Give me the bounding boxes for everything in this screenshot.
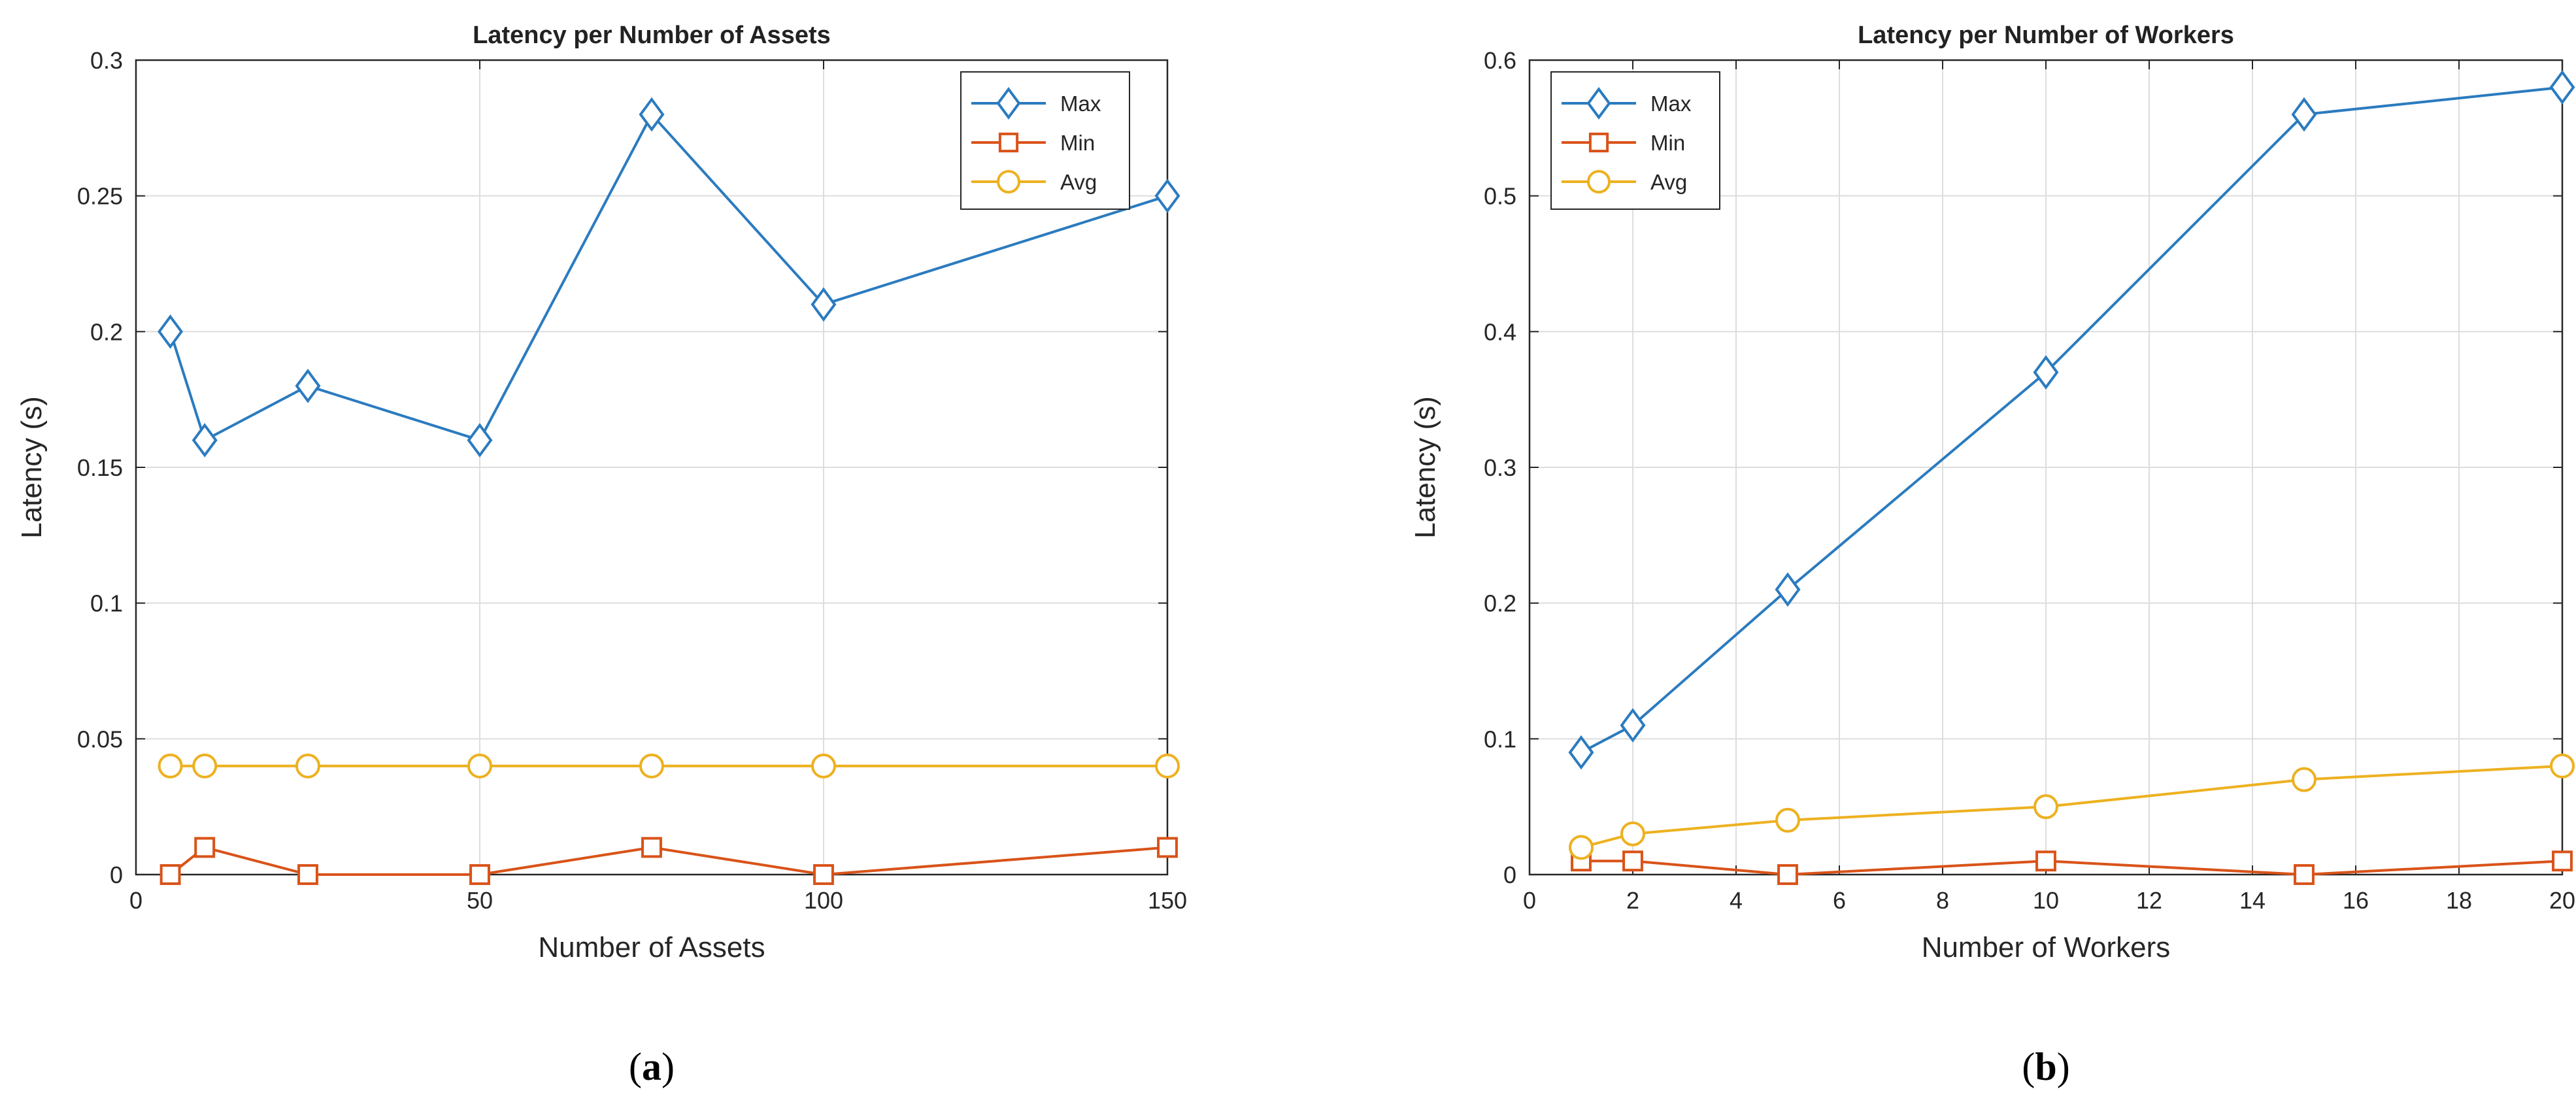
panel-caption: (a) [629,1045,675,1088]
y-tick-label: 0.15 [77,454,123,481]
data-point-avg [2292,767,2317,792]
data-point-min [2552,850,2573,872]
legend-marker-min [998,132,1019,153]
data-point-min [194,837,216,858]
data-point-avg [2550,753,2575,778]
x-tick-label: 20 [2549,887,2575,914]
data-point-avg [1775,807,1800,833]
data-point-max [639,97,665,132]
y-tick-label: 0.1 [90,590,123,617]
legend-marker-max [996,87,1021,120]
data-point-avg [2033,794,2058,820]
data-point-max [2549,70,2575,105]
legend-label-max: Max [1650,92,1692,116]
x-tick-label: 14 [2239,887,2266,914]
data-point-avg [158,753,183,778]
legend-marker-avg [997,170,1020,193]
legend-label-min: Min [1060,131,1095,155]
data-point-min [813,864,834,885]
panel-caption-letter: a [642,1045,661,1088]
panel-caption-letter: b [2035,1045,2056,1088]
x-tick-label: 12 [2136,887,2162,914]
data-point-min [297,864,318,885]
data-point-avg [192,753,218,778]
legend-label-max: Max [1060,92,1101,116]
legend-marker-max [1586,87,1611,120]
y-tick-label: 0.6 [1484,47,1516,74]
data-point-max [2033,355,2059,390]
y-tick-label: 0.3 [90,47,123,74]
x-tick-label: 18 [2446,887,2472,914]
data-point-min [2035,850,2056,872]
data-point-avg [639,753,664,778]
legend-label-min: Min [1650,131,1685,155]
data-point-min [2294,864,2315,885]
data-point-avg [1155,753,1180,778]
y-tick-label: 0 [1503,861,1516,888]
chart-panel-assets: 0 50 100 150 0 0.05 0.1 0.15 0.2 0.25 0.3 Latency p… [16,22,1187,1088]
x-tick-label: 100 [804,887,843,914]
y-tick-label: 0.4 [1484,318,1516,345]
data-point-max [2291,97,2317,132]
data-point-min [641,837,662,858]
x-tick-label: 10 [2033,887,2059,914]
data-point-max [158,314,184,349]
data-point-min [159,864,181,885]
data-point-avg [811,753,836,778]
panel-caption: (b) [2022,1045,2069,1088]
legend: Max Min Avg [960,71,1130,210]
data-point-max [1154,178,1180,213]
data-point-max [1620,708,1646,743]
x-tick-label: 16 [2343,887,2369,914]
x-tick-label: 2 [1626,887,1639,914]
data-point-avg [467,753,492,778]
data-point-max [295,369,321,403]
legend-box [1550,71,1720,210]
x-tick-label: 0 [129,887,142,914]
chart-panel-workers: 0 2 4 6 8 10 12 14 16 18 20 0 0.1 0.2 0.3 0.4 0.5 0.6 Late… [1409,22,2575,1088]
y-tick-label: 0 [110,861,123,888]
data-point-max [1568,735,1594,770]
x-tick-label: 4 [1730,887,1743,914]
data-point-min [1777,864,1798,885]
x-tick-label: 0 [1523,887,1536,914]
x-tick-label: 6 [1833,887,1846,914]
data-point-avg [1569,835,1594,860]
x-tick-label: 150 [1148,887,1187,914]
data-point-max [1775,572,1801,607]
y-tick-label: 0.2 [1484,590,1516,617]
y-tick-label: 0.2 [90,318,123,345]
data-point-min [1622,850,1643,872]
x-tick-label: 8 [1936,887,1949,914]
y-tick-label: 0.3 [1484,454,1516,481]
legend-label-avg: Avg [1650,170,1687,194]
y-tick-label: 0.5 [1484,183,1516,210]
data-point-max [467,423,493,458]
legend: Max Min Avg [1550,71,1720,210]
x-tick-label: 50 [467,887,493,914]
y-axis-label: Latency (s) [16,396,48,539]
y-tick-label: 0.05 [77,726,123,752]
data-point-avg [295,753,320,778]
legend-marker-min [1588,132,1609,153]
legend-marker-avg [1587,170,1611,193]
data-point-max [192,423,218,458]
chart-title: Latency per Number of Assets [473,22,831,49]
y-tick-label: 0.1 [1484,726,1516,752]
legend-box [960,71,1130,210]
x-axis-label: Number of Assets [538,931,765,963]
legend-label-avg: Avg [1060,170,1097,194]
y-axis-label: Latency (s) [1409,396,1441,539]
data-point-min [469,864,490,885]
chart-title: Latency per Number of Workers [1858,22,2234,49]
y-tick-label: 0.25 [77,183,123,210]
data-point-max [811,287,837,322]
x-axis-label: Number of Workers [1922,931,2171,963]
data-point-avg [1620,821,1645,846]
data-point-min [1157,837,1178,858]
